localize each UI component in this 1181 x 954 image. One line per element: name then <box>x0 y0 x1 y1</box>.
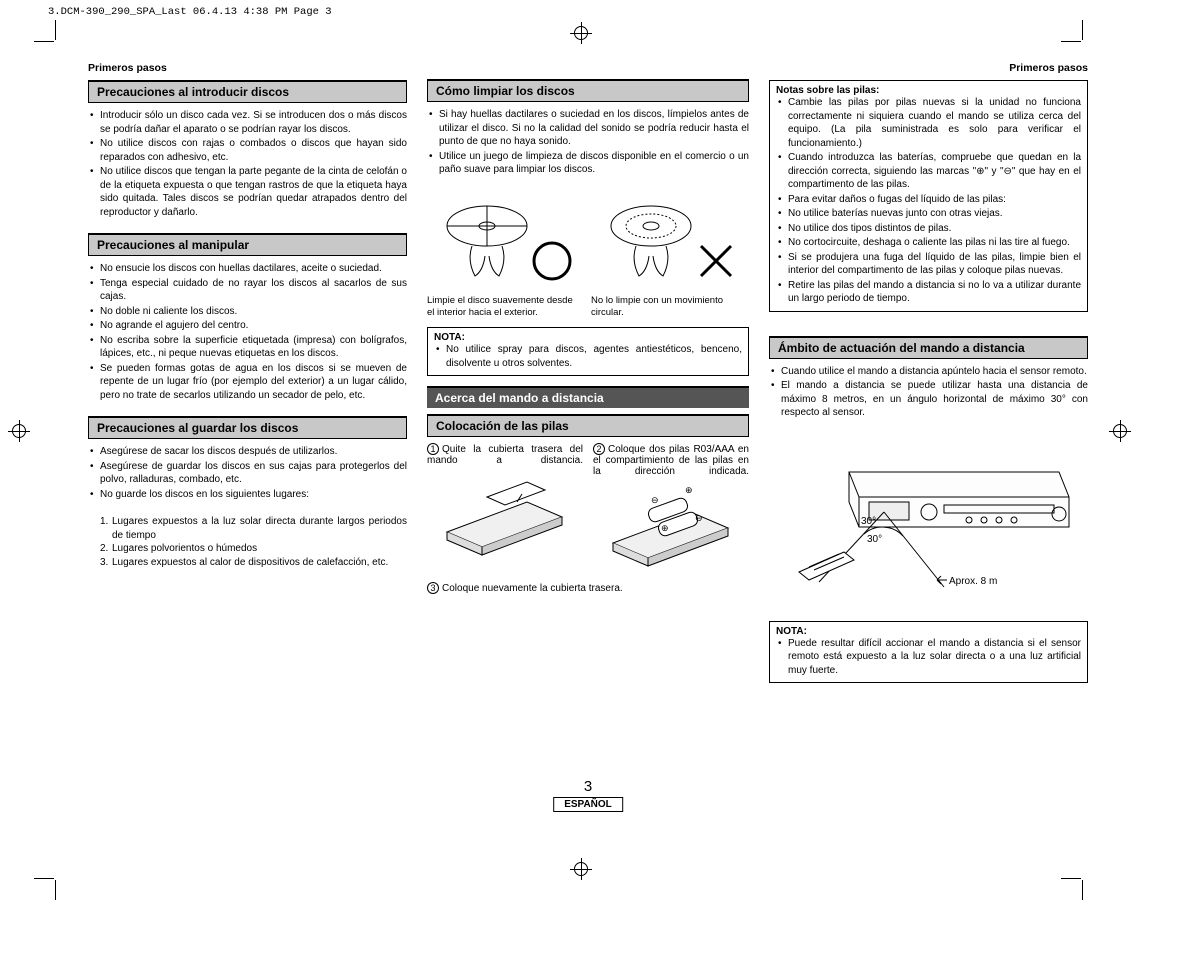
heading-limpiar: Cómo limpiar los discos <box>427 79 749 102</box>
note-title: NOTA: <box>776 626 807 637</box>
column-3: Primeros pasos Notas sobre las pilas: Ca… <box>769 62 1088 822</box>
step-text: Quite la cubierta trasera del mando a di… <box>427 444 583 466</box>
list-item: No utilice dos tipos distintos de pilas. <box>778 222 1081 236</box>
registration-mark-top <box>570 22 592 44</box>
list-item: Utilice un juego de limpieza de discos d… <box>429 150 749 177</box>
list-text: Lugares expuestos al calor de dispositiv… <box>112 557 388 568</box>
svg-text:⊕: ⊕ <box>685 485 693 495</box>
step-number-icon: 3 <box>427 582 439 594</box>
list-text: Lugares expuestos a la luz solar directa… <box>112 516 407 541</box>
note-title: Notas sobre las pilas: <box>776 85 879 96</box>
section-label-right: Primeros pasos <box>1009 62 1088 74</box>
step-3: 3Coloque nuevamente la cubierta trasera. <box>427 582 749 594</box>
page-number: 3 <box>553 778 623 795</box>
list-item: Cuando utilice el mando a distancia apún… <box>771 365 1088 379</box>
list-item: 1.Lugares expuestos a la luz solar direc… <box>100 515 407 542</box>
list-limpiar: Si hay huellas dactilares o suciedad en … <box>427 108 749 177</box>
list-item: No ensucie los discos con huellas dactil… <box>90 262 407 276</box>
list-item: Se pueden formas gotas de agua en los di… <box>90 362 407 403</box>
figure-caption: No lo limpie con un movimiento circular. <box>591 295 741 320</box>
registration-mark-right <box>1109 420 1131 442</box>
remote-range-illustration: 30° 30° Aprox. 8 m <box>769 442 1079 602</box>
crop-mark-br <box>1067 862 1099 894</box>
list-item: No agrande el agujero del centro. <box>90 319 407 333</box>
print-header: 3.DCM-390_290_SPA_Last 06.4.13 4:38 PM P… <box>48 6 332 18</box>
note-pilas: Notas sobre las pilas: Cambie las pilas … <box>769 80 1088 312</box>
list-item: No cortocircuite, deshaga o caliente las… <box>778 236 1081 250</box>
list-item: Si hay huellas dactilares o suciedad en … <box>429 108 749 149</box>
list-text: Lugares polvorientos o húmedos <box>112 543 257 554</box>
column-1: Primeros pasos Precauciones al introduci… <box>88 62 407 822</box>
list-item: Cuando introduzca las baterías, comprueb… <box>778 151 1081 192</box>
heading-mando: Acerca del mando a distancia <box>427 386 749 408</box>
heading-precauciones-introducir: Precauciones al introducir discos <box>88 80 407 103</box>
heading-colocacion-pilas: Colocación de las pilas <box>427 414 749 437</box>
list-item: Asegúrese de guardar los discos en sus c… <box>90 460 407 487</box>
heading-precauciones-guardar: Precauciones al guardar los discos <box>88 416 407 439</box>
step-number-icon: 1 <box>427 443 439 455</box>
figure-caption: Limpie el disco suavemente desde el inte… <box>427 295 577 320</box>
step-number-icon: 2 <box>593 443 605 455</box>
remote-battery-illustration: ⊖ ⊕ ⊕ ⊖ <box>593 483 749 569</box>
list-ambito: Cuando utilice el mando a distancia apún… <box>769 365 1088 420</box>
figure-clean-correct: Limpie el disco suavemente desde el inte… <box>427 191 577 320</box>
note-sensor: NOTA: Puede resultar difícil accionar el… <box>769 621 1088 684</box>
step-1: 1Quite la cubierta trasera del mando a d… <box>427 443 583 572</box>
heading-precauciones-manipular: Precauciones al manipular <box>88 233 407 256</box>
heading-ambito: Ámbito de actuación del mando a distanci… <box>769 336 1088 359</box>
column-2: Cómo limpiar los discos Si hay huellas d… <box>427 62 749 822</box>
list-item: No utilice baterías nuevas junto con otr… <box>778 207 1081 221</box>
svg-text:⊖: ⊖ <box>651 495 659 505</box>
distance-label: Aprox. 8 m <box>949 576 997 587</box>
crop-mark-bl <box>40 862 72 894</box>
list-guardar: Asegúrese de sacar los discos después de… <box>88 445 407 501</box>
battery-steps: 1Quite la cubierta trasera del mando a d… <box>427 443 749 572</box>
clean-wrong-illustration <box>591 191 741 291</box>
remote-cover-illustration <box>427 472 583 558</box>
list-item: 2.Lugares polvorientos o húmedos <box>100 542 407 556</box>
svg-text:⊖: ⊖ <box>695 513 703 523</box>
crop-mark-tr <box>1067 26 1099 58</box>
list-item: Para evitar daños o fugas del líquido de… <box>778 193 1081 207</box>
figure-row-clean: Limpie el disco suavemente desde el inte… <box>427 191 749 320</box>
note-title: NOTA: <box>434 332 465 343</box>
list-item: Tenga especial cuidado de no rayar los d… <box>90 277 407 304</box>
svg-text:⊕: ⊕ <box>661 523 669 533</box>
step-text: Coloque dos pilas R03/AAA en el comparti… <box>593 444 749 477</box>
crop-mark-tl <box>40 26 72 58</box>
list-manipular: No ensucie los discos con huellas dactil… <box>88 262 407 402</box>
list-item: El mando a distancia se puede utilizar h… <box>771 379 1088 420</box>
step-text: Coloque nuevamente la cubierta trasera. <box>442 583 623 594</box>
page-footer: 3 ESPAÑOL <box>553 778 623 812</box>
list-item: No escriba sobre la superficie etiquetad… <box>90 334 407 361</box>
list-item: 3.Lugares expuestos al calor de disposit… <box>100 556 407 570</box>
note-text: No utilice spray para discos, agentes an… <box>436 343 742 370</box>
note-spray: NOTA: No utilice spray para discos, agen… <box>427 327 749 376</box>
registration-mark-left <box>8 420 30 442</box>
clean-correct-illustration <box>427 191 577 291</box>
list-intro-discs: Introducir sólo un disco cada vez. Si se… <box>88 109 407 219</box>
angle-label-2: 30° <box>867 534 882 545</box>
list-item: No utilice discos que tengan la parte pe… <box>90 165 407 219</box>
list-item: Si se produjera una fuga del líquido de … <box>778 251 1081 278</box>
angle-label-1: 30° <box>861 516 876 527</box>
list-guardar-lugares: 1.Lugares expuestos a la luz solar direc… <box>88 515 407 569</box>
list-item: Retire las pilas del mando a distancia s… <box>778 279 1081 306</box>
registration-mark-bottom <box>570 858 592 880</box>
list-item: No guarde los discos en los siguientes l… <box>90 488 407 502</box>
footer-lang-box: ESPAÑOL <box>553 797 623 812</box>
figure-clean-wrong: No lo limpie con un movimiento circular. <box>591 191 741 320</box>
page-body: Primeros pasos Precauciones al introduci… <box>88 62 1088 822</box>
note-text: Puede resultar difícil accionar el mando… <box>778 637 1081 678</box>
list-item: Asegúrese de sacar los discos después de… <box>90 445 407 459</box>
list-item: Cambie las pilas por pilas nuevas si la … <box>778 96 1081 150</box>
step-2: 2Coloque dos pilas R03/AAA en el compart… <box>593 443 749 572</box>
list-item: Introducir sólo un disco cada vez. Si se… <box>90 109 407 136</box>
section-label-left: Primeros pasos <box>88 62 167 74</box>
list-item: No utilice discos con rajas o combados o… <box>90 137 407 164</box>
list-item: No doble ni caliente los discos. <box>90 305 407 319</box>
